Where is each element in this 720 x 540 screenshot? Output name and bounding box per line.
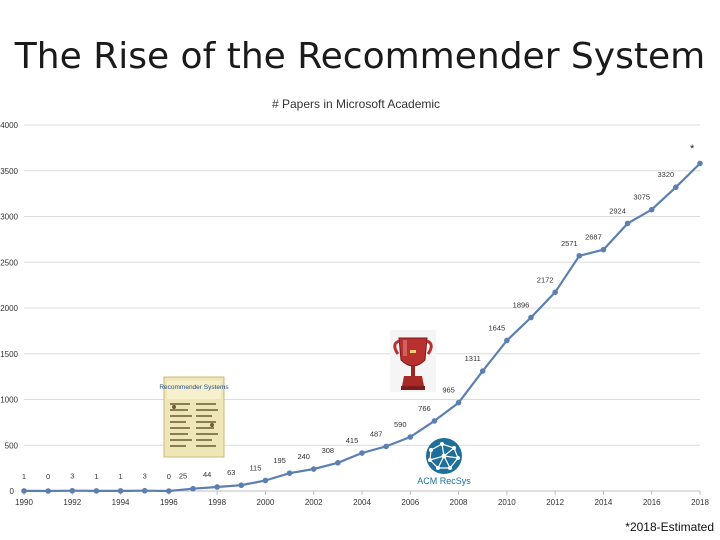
x-tick-label: 1998 bbox=[208, 498, 226, 507]
x-tick-label: 2010 bbox=[498, 498, 516, 507]
data-label: 1645 bbox=[489, 323, 506, 332]
data-label: 3 bbox=[143, 472, 147, 481]
acm-recsys-logo-text: ACM RecSys bbox=[417, 476, 471, 486]
y-tick-label: 1500 bbox=[0, 350, 18, 359]
data-point bbox=[335, 460, 341, 466]
data-label: 1311 bbox=[465, 354, 481, 363]
data-point bbox=[697, 160, 703, 167]
data-point bbox=[262, 477, 269, 484]
series-points bbox=[21, 160, 703, 494]
data-label: 2172 bbox=[537, 275, 554, 284]
data-point bbox=[141, 487, 148, 494]
series-line-path bbox=[23, 162, 701, 493]
y-tick-label: 3500 bbox=[0, 167, 18, 176]
trophy-icon bbox=[390, 330, 436, 392]
data-point bbox=[238, 482, 245, 489]
x-tick-label: 1996 bbox=[160, 498, 178, 507]
data-label: 115 bbox=[249, 463, 261, 472]
slide-title: The Rise of the Recommender System bbox=[14, 36, 706, 77]
data-label: 766 bbox=[418, 404, 431, 413]
data-labels: 1 0 3 1 1 3 0 25 44 63 115 195 240 308 415 487 590 766 965… bbox=[22, 170, 674, 481]
y-tick-label: 3000 bbox=[0, 213, 18, 222]
footnote: *2018-Estimated bbox=[625, 520, 714, 534]
data-point bbox=[624, 220, 631, 227]
data-label: 195 bbox=[273, 456, 286, 465]
y-tick-label: 500 bbox=[5, 441, 19, 450]
data-label: 1 bbox=[94, 472, 98, 481]
x-tick-label: 2006 bbox=[401, 498, 419, 507]
data-point bbox=[479, 368, 486, 374]
y-tick-label: 0 bbox=[10, 487, 15, 496]
x-tick-label: 2000 bbox=[257, 498, 275, 507]
y-tick-label: 2500 bbox=[0, 258, 18, 267]
x-tick-label: 1992 bbox=[63, 498, 81, 507]
data-point bbox=[455, 399, 462, 406]
acm-recsys-logo: ACM RecSys bbox=[417, 438, 471, 486]
y-tick-label: 2000 bbox=[0, 304, 18, 313]
data-label: 0 bbox=[46, 472, 50, 481]
data-point bbox=[383, 443, 389, 450]
x-tick-label: 2004 bbox=[353, 498, 371, 507]
data-point bbox=[93, 488, 100, 494]
data-point bbox=[600, 246, 607, 253]
data-label: 2924 bbox=[609, 206, 626, 215]
data-label: 0 bbox=[167, 472, 171, 481]
data-point bbox=[117, 488, 124, 494]
data-point bbox=[431, 418, 438, 424]
data-label: 240 bbox=[297, 452, 310, 461]
x-tick-label: 1994 bbox=[112, 498, 130, 507]
data-label: 2571 bbox=[561, 239, 578, 248]
x-tick-label: 2018 bbox=[691, 498, 709, 507]
data-label: 590 bbox=[394, 420, 407, 429]
book-cover-image: Recommender Systems bbox=[159, 376, 229, 458]
estimate-asterisk: * bbox=[690, 143, 695, 155]
data-point bbox=[648, 206, 655, 213]
data-label: 3075 bbox=[633, 193, 650, 202]
data-label: 487 bbox=[370, 429, 383, 438]
data-point bbox=[69, 487, 76, 494]
data-point bbox=[552, 289, 558, 296]
data-label: 2687 bbox=[585, 233, 602, 242]
x-tick-label: 1990 bbox=[15, 498, 33, 507]
y-tick-label: 4000 bbox=[0, 121, 18, 130]
data-point bbox=[166, 488, 172, 494]
data-point bbox=[359, 450, 365, 456]
data-point bbox=[190, 485, 196, 492]
data-point bbox=[45, 488, 51, 494]
data-label: 965 bbox=[442, 386, 455, 395]
series-line bbox=[23, 162, 701, 493]
chart-title: # Papers in Microsoft Academic bbox=[271, 97, 441, 111]
data-point bbox=[286, 470, 293, 476]
book-cover-title: Recommender Systems bbox=[159, 384, 229, 391]
data-label: 63 bbox=[227, 468, 235, 477]
gridlines bbox=[24, 124, 700, 446]
data-label: 44 bbox=[203, 470, 211, 479]
x-tick-label: 2014 bbox=[595, 498, 613, 507]
data-point bbox=[214, 484, 220, 490]
data-point bbox=[504, 337, 510, 344]
x-tick-label: 2002 bbox=[305, 498, 323, 507]
data-label: 3 bbox=[70, 472, 74, 481]
data-point bbox=[310, 466, 317, 472]
data-label: 3320 bbox=[658, 170, 675, 179]
data-point bbox=[528, 314, 534, 321]
x-tick-label: 2008 bbox=[450, 498, 468, 507]
data-label: 1 bbox=[22, 472, 26, 481]
data-label: 415 bbox=[346, 436, 359, 445]
data-point bbox=[21, 488, 27, 494]
data-point bbox=[673, 184, 679, 191]
y-tick-label: 1000 bbox=[0, 396, 18, 405]
data-label: 1 bbox=[118, 472, 122, 481]
x-tick-label: 2012 bbox=[546, 498, 564, 507]
data-label: 1896 bbox=[513, 301, 530, 310]
data-label: 308 bbox=[322, 446, 335, 455]
data-point bbox=[576, 252, 583, 259]
data-point bbox=[407, 434, 414, 440]
x-tick-label: 2016 bbox=[643, 498, 661, 507]
data-label: 25 bbox=[179, 472, 187, 481]
